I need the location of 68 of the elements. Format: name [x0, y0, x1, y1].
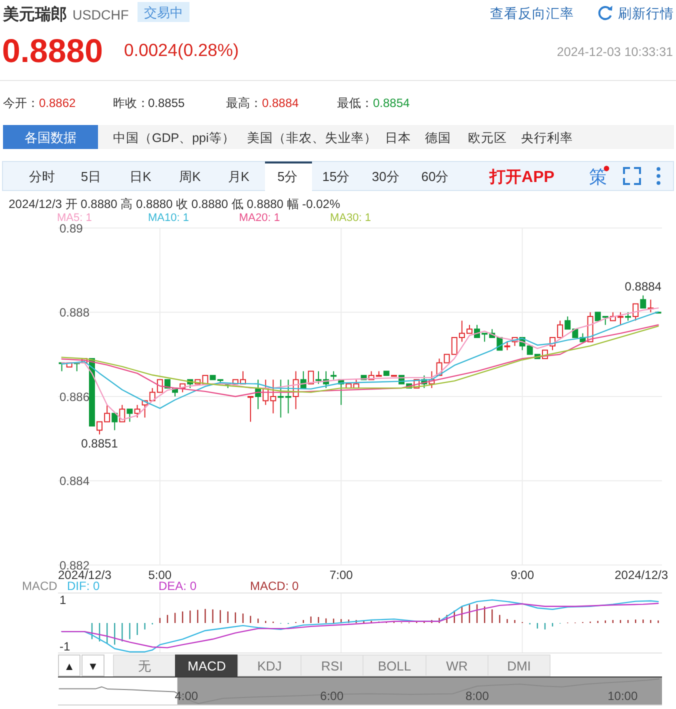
text: MA20: 1: [239, 212, 280, 224]
text: DEA: 0: [158, 579, 197, 593]
text: 5日: [80, 169, 102, 184]
text: MA5: 1: [57, 212, 92, 224]
text: KDJ: [257, 658, 282, 674]
series-label: MACD: 0: [250, 579, 299, 593]
text: WR: [446, 658, 468, 674]
text: DMI: [507, 658, 531, 674]
text: 昨收：: [113, 96, 149, 110]
x-tick-label: 9:00: [510, 568, 534, 582]
x-tick-label: 8:00: [466, 689, 490, 703]
text: 欧元区: [468, 131, 507, 145]
x-tick-label: 2024/12/3: [58, 568, 112, 582]
text: 60分: [421, 169, 449, 184]
text: 月K: [228, 169, 250, 184]
text: 今开：: [3, 96, 39, 110]
y-tick-label: -1: [60, 639, 70, 654]
text: MACD: [188, 658, 226, 674]
text: 0.0024(0.28%): [124, 40, 239, 60]
y-tick-label: 1: [60, 593, 66, 608]
text: 5分: [277, 169, 298, 184]
text: 刷新行情: [618, 6, 674, 21]
text: 日K: [130, 169, 152, 184]
text: ▲: [64, 661, 75, 673]
text: ▼: [88, 661, 98, 673]
text: 最高：: [226, 96, 262, 110]
text: 策: [589, 167, 607, 187]
text: 0.8855: [148, 96, 186, 110]
x-tick-label: 6:00: [320, 689, 344, 703]
x-tick-label: 5:00: [148, 568, 172, 582]
text: 15分: [322, 169, 350, 184]
text: 最低：: [337, 96, 373, 110]
text: MA10: 1: [148, 212, 189, 224]
text: 德国: [425, 131, 451, 145]
annotation: 0.8884: [624, 279, 662, 294]
text: 各国数据: [24, 130, 76, 145]
y-tick-label: 0.884: [60, 474, 90, 488]
text: 美国（非农、失业率）: [247, 130, 377, 145]
text: 分时: [29, 169, 55, 184]
text: 美元瑞郎: [2, 4, 67, 24]
text: 0.8854: [373, 96, 410, 110]
y-tick-label: 0.888: [60, 306, 90, 320]
text: 央行利率: [521, 130, 573, 145]
x-tick-label: 2024/12/3: [614, 568, 668, 582]
text: 打开APP: [488, 168, 555, 186]
text: BOLL: [378, 658, 412, 674]
chart-title: 2024/12/3 开 0.8880 高 0.8880 收 0.8880 低 0.8880 幅 -0.02%: [8, 197, 340, 211]
text: 0.8862: [39, 96, 76, 110]
text: 日本: [385, 131, 411, 145]
x-tick-label: 10:00: [608, 689, 638, 703]
text: 中国（GDP、ppi等）: [113, 131, 235, 145]
text: 查看反向汇率: [490, 6, 574, 21]
text: 2024-12-03 10:33:31: [556, 45, 674, 59]
text: USDCHF: [72, 8, 129, 22]
x-tick-label: 7:00: [329, 568, 354, 582]
text: 0.8880: [2, 32, 103, 69]
chart-title: MACD: [22, 579, 58, 593]
text: 无: [138, 658, 151, 674]
annotation: 0.8851: [81, 436, 118, 450]
y-tick-label: 0.89: [60, 221, 84, 236]
text: 30分: [372, 169, 400, 184]
text: RSI: [321, 658, 343, 674]
text: MA30: 1: [330, 212, 371, 224]
text: DIF: 0: [67, 579, 100, 593]
y-tick-label: 0.886: [60, 390, 90, 404]
text: 周K: [179, 169, 202, 184]
text: 交易中: [144, 5, 183, 20]
text: 0.8884: [262, 96, 300, 110]
